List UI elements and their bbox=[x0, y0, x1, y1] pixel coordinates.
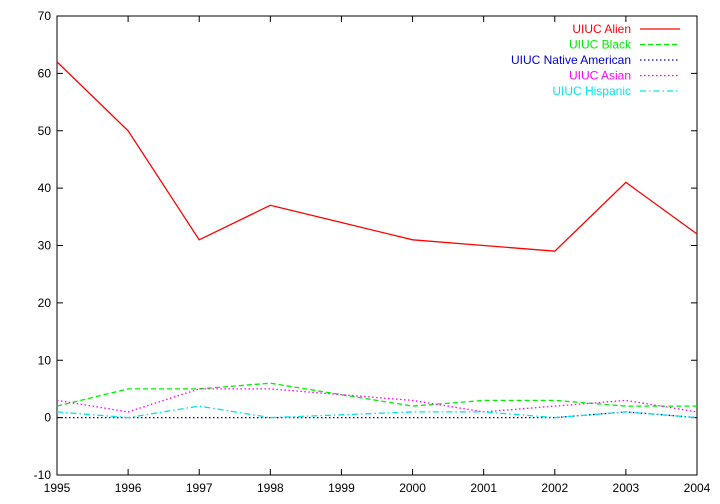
x-tick-label: 1997 bbox=[186, 481, 213, 495]
legend-label-uiuc-native-american: UIUC Native American bbox=[511, 53, 631, 67]
y-tick-label: -10 bbox=[34, 468, 52, 482]
x-tick-label: 2001 bbox=[470, 481, 497, 495]
x-tick-label: 1998 bbox=[257, 481, 284, 495]
x-tick-label: 1999 bbox=[328, 481, 355, 495]
y-tick-label: 60 bbox=[38, 66, 52, 80]
x-tick-label: 2002 bbox=[541, 481, 568, 495]
y-tick-label: 20 bbox=[38, 296, 52, 310]
x-tick-label: 1995 bbox=[44, 481, 71, 495]
x-tick-label: 2003 bbox=[613, 481, 640, 495]
y-tick-label: 70 bbox=[38, 9, 52, 23]
series-lines bbox=[56, 61, 698, 419]
x-tick-label: 2004 bbox=[684, 481, 711, 495]
legend-label-uiuc-alien: UIUC Alien bbox=[572, 22, 631, 36]
y-tick-label: 30 bbox=[38, 239, 52, 253]
y-tick-label: 10 bbox=[38, 353, 52, 367]
y-tick-label: 50 bbox=[38, 124, 52, 138]
x-tick-label: 1996 bbox=[115, 481, 142, 495]
y-tick-label: 0 bbox=[44, 411, 51, 425]
legend-label-uiuc-hispanic: UIUC Hispanic bbox=[552, 84, 631, 98]
x-tick-label: 2000 bbox=[399, 481, 426, 495]
series-line-uiuc-hispanic bbox=[56, 405, 698, 419]
x-axis: 1995 1996 1997 1998 1999 2000 2001 2002 2003 2004 bbox=[44, 16, 711, 495]
y-axis: -10 0 10 20 30 40 50 60 70 bbox=[34, 9, 697, 482]
series-line-uiuc-native-american bbox=[57, 411, 698, 419]
series-line-uiuc-black bbox=[56, 382, 697, 407]
y-tick-label: 40 bbox=[38, 181, 52, 195]
series-line-uiuc-asian bbox=[56, 388, 698, 413]
series-line-uiuc-alien bbox=[56, 61, 698, 252]
legend-label-uiuc-black: UIUC Black bbox=[569, 38, 632, 52]
legend-label-uiuc-asian: UIUC Asian bbox=[569, 69, 631, 83]
